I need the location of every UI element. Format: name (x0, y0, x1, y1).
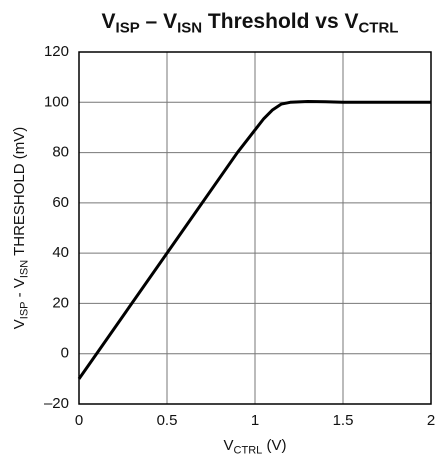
y-axis-label-part: - V (11, 278, 28, 301)
chart-title-part: ISP (116, 19, 140, 36)
x-tick-label: 0 (75, 412, 83, 429)
y-tick-label: 40 (52, 244, 69, 261)
x-tick-label: 2 (427, 412, 435, 429)
x-tick-label: 1.5 (333, 412, 354, 429)
x-tick-label: 0.5 (157, 412, 178, 429)
y-axis-label-part: ISN (18, 260, 30, 278)
y-tick-label: 80 (52, 144, 69, 161)
y-tick-label: –20 (44, 395, 69, 412)
chart-title-part: Threshold vs V (202, 10, 358, 33)
x-axis-label-part: (V) (262, 437, 286, 454)
chart-title-part: – V (140, 10, 177, 33)
x-tick-label: 1 (251, 412, 259, 429)
y-axis-label: VISP - VISN THRESHOLD (mV) (11, 127, 30, 330)
y-axis-label-part: ISP (18, 302, 30, 320)
y-tick-label: 120 (44, 43, 69, 60)
y-tick-label: 0 (61, 345, 69, 362)
y-tick-label: 60 (52, 194, 69, 211)
x-axis-label-part: V (224, 437, 234, 454)
x-axis-label-part: CTRL (234, 444, 263, 456)
y-tick-label: 20 (52, 294, 69, 311)
chart-title-part: V (102, 10, 116, 33)
chart-title-part: ISN (177, 19, 202, 36)
chart-title: VISP – VISN Threshold vs VCTRL (102, 10, 399, 37)
chart-title-part: CTRL (358, 19, 398, 36)
y-tick-label: 100 (44, 93, 69, 110)
x-axis-label: VCTRL (V) (224, 437, 287, 456)
data-line (77, 100, 431, 380)
plot-frame (78, 51, 432, 405)
y-axis-label-part: V (11, 319, 28, 329)
y-axis-label-part: THRESHOLD (mV) (11, 127, 28, 260)
